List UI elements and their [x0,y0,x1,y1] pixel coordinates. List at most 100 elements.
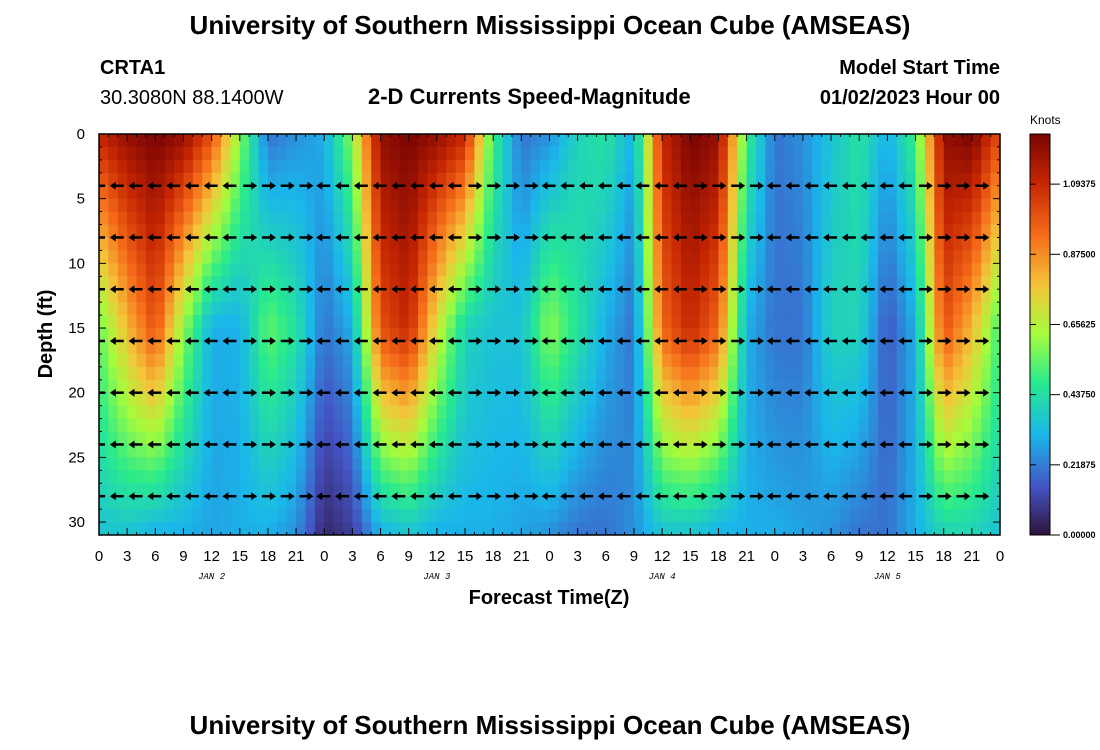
heatmap-cell [981,366,992,381]
heatmap-cell [821,172,832,187]
heatmap-cell [230,289,241,303]
heatmap-cell [924,405,935,420]
heatmap-cell [671,146,682,161]
heatmap-cell [399,224,410,238]
heatmap-cell [596,276,607,290]
heatmap-cell [680,328,691,342]
heatmap-cell [793,405,804,420]
heatmap-cell [305,431,316,445]
heatmap-cell [192,483,203,497]
heatmap-cell [258,159,269,174]
heatmap-cell [418,509,429,523]
heatmap-cell [465,431,475,445]
heatmap-cell [802,250,813,264]
heatmap-cell [474,276,485,290]
heatmap-cell [230,172,241,187]
heatmap-cell [802,146,813,161]
heatmap-cell [971,379,982,394]
current-arrow [243,440,258,449]
heatmap-cell [258,444,269,458]
heatmap-cell [361,146,372,161]
heatmap-cell [549,237,560,251]
heatmap-cell [267,211,278,226]
heatmap-cell [361,289,372,303]
heatmap-cell [577,470,588,484]
x-tick-label: 18 [935,548,952,565]
heatmap-cell [446,405,457,420]
heatmap-cell [305,211,316,226]
heatmap-cell [192,185,203,200]
heatmap-cell [108,431,119,445]
heatmap-cell [324,379,335,394]
heatmap-cell [286,263,297,277]
heatmap-cell [108,366,119,381]
heatmap-cell [418,392,429,407]
heatmap-cell [512,392,522,407]
heatmap-cell [821,379,832,394]
heatmap-cell [662,483,673,497]
heatmap-cell [549,379,560,394]
heatmap-cell [286,341,297,355]
current-arrow [128,285,143,294]
heatmap-cell [474,250,485,264]
heatmap-cell [502,211,513,226]
heatmap-cell [774,392,785,407]
heatmap-cell [108,392,119,407]
heatmap-cell [840,211,851,226]
heatmap-cell [549,224,560,238]
heatmap-cell [727,250,738,264]
heatmap-cell [840,431,851,445]
heatmap-cell [483,302,494,316]
heatmap-cell [971,198,982,213]
heatmap-cell [296,263,307,277]
heatmap-cell [296,198,307,213]
heatmap-cell [117,159,128,174]
heatmap-cell [211,392,222,407]
heatmap-cell [699,250,710,264]
heatmap-cell [108,418,119,433]
heatmap-cell [286,366,297,381]
heatmap-cell [962,185,973,200]
heatmap-cell [436,405,447,420]
heatmap-cell [896,328,907,342]
heatmap-cell [568,392,579,407]
heatmap-cell [483,250,494,264]
heatmap-cell [540,211,551,226]
heatmap-cell [117,211,128,226]
heatmap-cell [605,328,616,342]
heatmap-cell [690,483,701,497]
heatmap-cell [887,444,898,458]
heatmap-cell [108,379,119,394]
heatmap-cell [596,211,607,226]
heatmap-cell [521,457,532,471]
heatmap-cell [136,263,147,277]
heatmap-cell [352,224,363,238]
heatmap-cell [418,379,429,394]
day-label: JAN 3 [423,572,451,582]
heatmap-cell [549,302,560,316]
heatmap-cell [727,496,738,510]
heatmap-cell [558,315,569,329]
heatmap-cell [802,366,813,381]
heatmap-cell [267,315,278,329]
heatmap-cell [840,405,851,420]
heatmap-cell [924,237,935,251]
x-tick-label: 15 [682,548,699,565]
heatmap-cell [981,263,992,277]
heatmap-cell [371,159,382,174]
heatmap-cell [849,276,860,290]
heatmap-cell [652,134,663,148]
heatmap-cell [915,159,926,174]
heatmap-cell [915,289,926,303]
heatmap-cell [953,328,964,342]
current-arrow [785,492,800,501]
heatmap-cell [399,522,410,535]
heatmap-cell [324,134,335,148]
x-axis: 0 3 6 9 12 15 18 21 0 3 6 9 12 15 18 21 0 3 6 9 12 15 18 21 0 3 6 9… [95,134,1004,582]
heatmap-cell [971,444,982,458]
heatmap-cell [765,444,776,458]
heatmap-cell [953,431,964,445]
heatmap-cell [746,483,757,497]
heatmap-cell [493,405,504,420]
heatmap-cell [634,263,644,277]
